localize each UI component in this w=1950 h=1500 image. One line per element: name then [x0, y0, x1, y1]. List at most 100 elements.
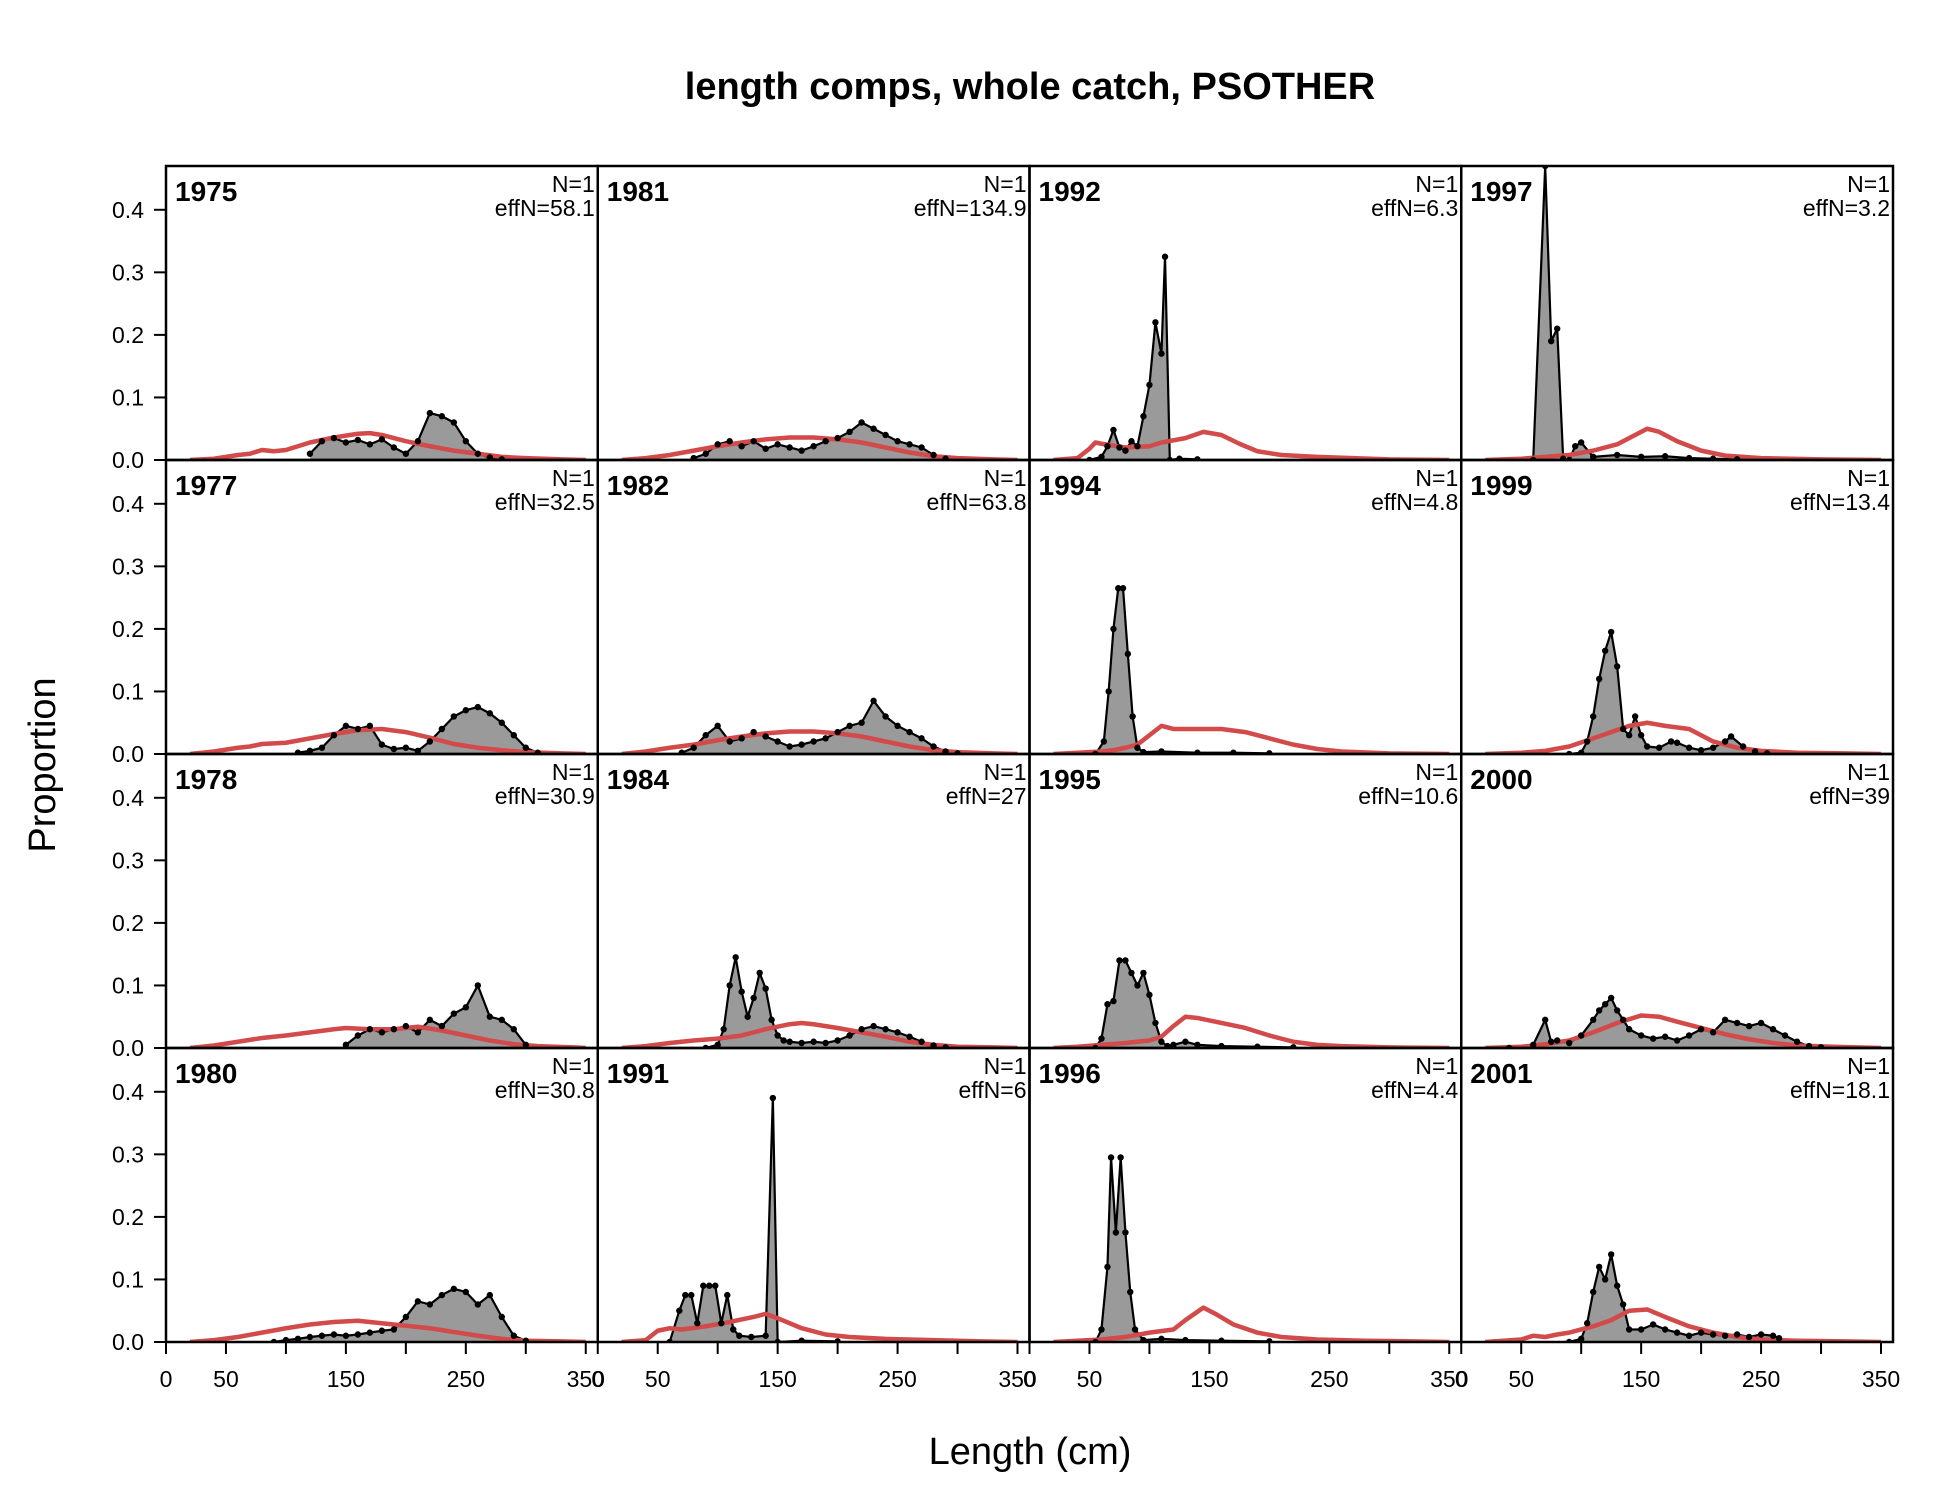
panel-effn-label: effN=27 [946, 783, 1027, 809]
observed-point-8 [1589, 453, 1597, 460]
plot-area [166, 982, 598, 1048]
observed-point-18 [906, 441, 913, 448]
observed-point-8 [1595, 1007, 1603, 1014]
observed-point-2 [702, 732, 709, 739]
observed-point-13 [426, 1301, 434, 1308]
observed-point-4 [1595, 675, 1603, 683]
panel-n-label: N=1 [552, 1053, 595, 1079]
observed-area [297, 707, 538, 754]
observed-point-6 [1128, 438, 1135, 445]
x-tick-label: 0 [160, 1366, 173, 1392]
observed-line [1532, 166, 1738, 460]
observed-point-13 [1655, 744, 1663, 751]
y-tick-label: 0.2 [112, 616, 144, 642]
observed-point-11 [402, 1313, 410, 1321]
observed-point-5 [750, 438, 757, 445]
observed-point-9 [1146, 991, 1153, 999]
observed-point-16 [822, 1039, 829, 1047]
observed-point-7 [1613, 1282, 1621, 1289]
panel-year-label: 1977 [175, 470, 237, 501]
observed-point-13 [462, 438, 470, 445]
expected-line [621, 1020, 1018, 1048]
observed-point-2 [318, 744, 326, 751]
observed-point-26 [1781, 1032, 1789, 1039]
panel-effn-label: effN=32.5 [495, 489, 595, 515]
observed-point-14 [846, 722, 853, 730]
observed-point-4 [1595, 1263, 1603, 1271]
y-tick-label: 0.2 [112, 1204, 144, 1230]
observed-point-12 [1685, 454, 1693, 460]
panel-year-label: 1984 [607, 764, 670, 795]
panel-effn-label: effN=4.8 [1371, 489, 1458, 515]
observed-point-21 [1769, 1332, 1777, 1339]
y-tick-label: 0.4 [112, 1079, 144, 1105]
observed-point-19 [1697, 1026, 1705, 1033]
observed-point-11 [822, 438, 829, 445]
observed-point-11 [810, 738, 817, 745]
x-tick-label: 0 [1455, 1366, 1468, 1392]
y-tick-label: 0.1 [112, 1266, 144, 1292]
x-tick-label: 50 [213, 1366, 239, 1392]
y-tick-label: 0.3 [112, 553, 144, 579]
observed-point-20 [1709, 1029, 1717, 1036]
expected-line [1053, 723, 1450, 754]
observed-area [1089, 256, 1198, 460]
observed-point-16 [486, 710, 494, 717]
panel-effn-label: effN=3.2 [1803, 195, 1890, 221]
observed-point-0 [342, 1041, 350, 1048]
panel-year-label: 1978 [175, 764, 237, 795]
y-tick-label: 0.4 [112, 197, 144, 223]
observed-point-8 [402, 450, 410, 457]
observed-point-20 [1757, 1331, 1765, 1338]
observed-point-4 [1116, 957, 1123, 964]
observed-point-22 [1751, 748, 1759, 754]
observed-point-8 [438, 1022, 446, 1030]
observed-point-1 [1098, 1326, 1105, 1333]
observed-point-1 [714, 1041, 721, 1048]
y-tick-label: 0.3 [112, 847, 144, 873]
observed-point-16 [1709, 1331, 1717, 1338]
observed-point-4 [738, 443, 745, 450]
observed-point-3 [688, 1291, 695, 1299]
observed-point-4 [318, 1332, 326, 1339]
observed-point-9 [762, 985, 769, 992]
panel-effn-label: effN=63.8 [927, 489, 1027, 515]
panel-effn-label: effN=18.1 [1790, 1077, 1890, 1103]
observed-point-17 [1697, 747, 1705, 754]
observed-point-10 [798, 741, 805, 748]
observed-point-15 [1194, 1041, 1201, 1048]
observed-point-10 [1152, 1019, 1159, 1027]
observed-point-4 [390, 1026, 398, 1033]
panel-n-label: N=1 [1415, 759, 1458, 785]
observed-point-2 [714, 441, 721, 448]
observed-point-8 [1131, 1326, 1139, 1333]
plot-area [166, 703, 598, 754]
observed-point-13 [1170, 1041, 1177, 1048]
observed-point-15 [870, 425, 877, 432]
observed-point-10 [1158, 1335, 1165, 1342]
observed-point-15 [1673, 739, 1681, 746]
observed-point-19 [906, 728, 913, 736]
observed-point-25 [930, 1042, 937, 1048]
observed-area [1569, 632, 1768, 754]
plot-area [597, 419, 1030, 460]
y-tick-label: 0.0 [112, 741, 144, 767]
observed-point-3 [1110, 426, 1117, 434]
observed-point-18 [1709, 744, 1717, 751]
observed-point-0 [306, 450, 314, 457]
panel-year-label: 1996 [1039, 1058, 1101, 1089]
x-tick-label: 250 [1310, 1366, 1348, 1392]
x-tick-label: 150 [1190, 1366, 1228, 1392]
observed-point-8 [366, 1329, 374, 1336]
panel-n-label: N=1 [1847, 1053, 1890, 1079]
observed-point-12 [1619, 1016, 1627, 1024]
observed-point-12 [1161, 253, 1169, 260]
observed-point-22 [942, 748, 949, 754]
panel-effn-label: effN=58.1 [495, 195, 595, 221]
observed-point-10 [390, 1326, 398, 1333]
